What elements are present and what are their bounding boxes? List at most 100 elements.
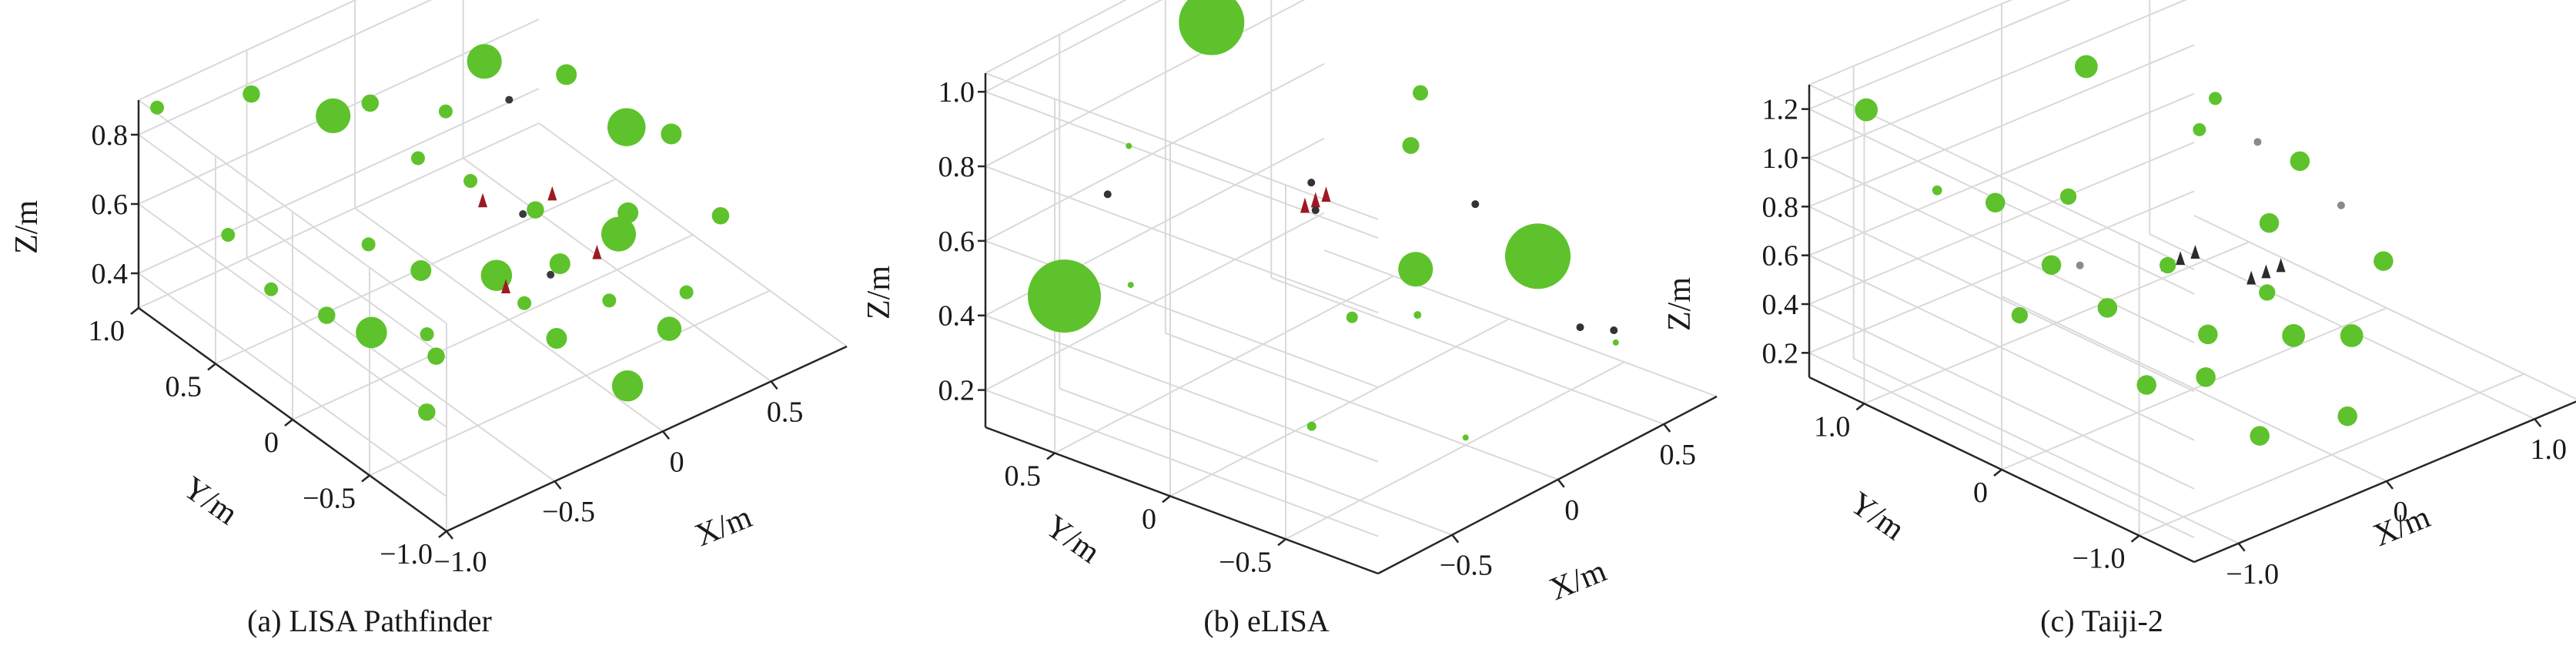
small-marker xyxy=(547,270,555,279)
sphere-marker xyxy=(2193,122,2206,136)
sphere-marker xyxy=(711,206,730,225)
panel-caption: (c) Taiji-2 xyxy=(2040,604,2163,638)
x-tick xyxy=(2534,418,2542,428)
sphere-marker xyxy=(617,202,639,223)
small-marker xyxy=(1103,190,1112,199)
wall-grid-line xyxy=(1808,352,2195,539)
sphere-marker xyxy=(1126,142,1132,149)
y-tick xyxy=(1046,452,1055,460)
y-tick xyxy=(1993,469,2002,477)
sphere-marker xyxy=(1462,434,1469,441)
x-tick-label: 1.0 xyxy=(2531,433,2568,466)
sphere-marker xyxy=(2290,151,2310,172)
spacecraft-marker xyxy=(478,192,488,208)
sphere-marker xyxy=(661,123,682,145)
sphere-marker xyxy=(361,237,376,252)
wall-grid-line xyxy=(138,273,447,497)
axis-lines xyxy=(1802,85,2576,564)
axis-lines xyxy=(130,100,848,540)
sphere-marker xyxy=(556,64,577,85)
wall-grid-line xyxy=(985,0,1306,167)
x-tick-label: −1.0 xyxy=(2226,558,2279,590)
sphere-marker xyxy=(2340,324,2364,347)
tick-labels: −1.0 −0.5 0 0.5 −1.0 −0.5 0 0.5 1.0 0.4 0.6 0.8 xyxy=(89,119,804,578)
x-tick xyxy=(554,480,562,490)
sphere-marker xyxy=(2198,324,2218,345)
y-axis-line xyxy=(985,426,1379,575)
sphere-marker xyxy=(2282,324,2305,347)
axis-lines xyxy=(978,73,1718,575)
floor-grid-line xyxy=(369,289,771,477)
z-tick-label: 1.0 xyxy=(938,76,975,109)
y-tick xyxy=(361,474,370,483)
y-tick-label: 0.5 xyxy=(166,371,202,403)
panel-lisa-pathfinder: −1.0 −0.5 0 0.5 −1.0 −0.5 0 0.5 1.0 0.4 0.6 0.8 X/m… xyxy=(9,0,848,638)
floor-grid-line xyxy=(2001,307,2387,470)
spacecraft-marker xyxy=(2246,270,2257,285)
sphere-marker xyxy=(549,253,570,275)
z-tick-label: 0.6 xyxy=(1762,240,1799,273)
wall-grid-line xyxy=(1808,92,2195,256)
sphere-marker xyxy=(410,259,432,281)
grid-lines xyxy=(985,0,1718,540)
sphere-marker xyxy=(2159,256,2176,274)
sphere-marker xyxy=(2075,55,2098,79)
sphere-marker xyxy=(1306,421,1316,431)
wall-grid-line xyxy=(985,91,1379,239)
y-tick-label: −1.0 xyxy=(380,538,433,570)
wall-grid-line xyxy=(1808,190,2195,354)
x-tick-label: 0.5 xyxy=(1660,439,1697,471)
floor-grid-line xyxy=(1270,277,1664,425)
pane-edge xyxy=(1323,249,1718,397)
y-axis-label: Y/m xyxy=(1039,509,1106,571)
wall-grid-line xyxy=(1808,142,2195,305)
wall-grid-line xyxy=(138,0,433,135)
y-tick xyxy=(1855,403,1865,411)
small-marker xyxy=(505,95,514,104)
spacecraft-marker xyxy=(2190,245,2200,259)
wall-grid-line xyxy=(1808,157,2195,343)
small-marker xyxy=(2253,138,2262,146)
x-tick xyxy=(770,380,778,390)
data-markers xyxy=(1028,0,1619,441)
pane-edge xyxy=(138,99,447,324)
sphere-marker xyxy=(517,296,532,310)
z-tick-label: 0.4 xyxy=(1762,289,1799,321)
y-tick xyxy=(207,363,216,371)
sphere-marker xyxy=(2041,255,2062,275)
floor-grid-line xyxy=(1059,387,1453,536)
panel-taiji-2: −1.0 0 1.0 −1.0 0 1.0 0.2 0.4 0.6 0.8 1.0 1.2 X/m Y… xyxy=(1662,0,2576,638)
sphere-marker xyxy=(1612,339,1619,346)
wall-grid-line xyxy=(1808,206,2195,393)
floor-grid-line xyxy=(1165,332,1559,480)
sphere-marker xyxy=(264,282,279,296)
small-marker xyxy=(1471,200,1480,209)
x-axis-line xyxy=(1377,395,1718,575)
x-axis-label: X/m xyxy=(1545,554,1612,608)
sphere-marker xyxy=(1346,311,1358,323)
sphere-marker xyxy=(1986,192,2006,212)
floor-grid-line xyxy=(1285,361,1625,540)
wall-grid-line xyxy=(985,314,1379,463)
z-tick-label: 0.6 xyxy=(92,189,129,221)
sphere-marker xyxy=(463,174,478,189)
x-tick-label: 0.5 xyxy=(767,396,804,428)
x-tick-label: −0.5 xyxy=(542,496,595,528)
y-tick xyxy=(130,307,139,315)
sphere-marker xyxy=(2259,212,2280,233)
x-tick xyxy=(1451,534,1460,544)
y-tick-label: 0 xyxy=(1142,503,1156,535)
sphere-marker xyxy=(420,327,434,342)
small-marker xyxy=(1576,323,1584,332)
panel-caption: (b) eLISA xyxy=(1203,604,1329,638)
sphere-marker xyxy=(607,108,646,146)
sphere-marker xyxy=(316,98,351,133)
sphere-marker xyxy=(2208,92,2222,105)
spacecraft-marker xyxy=(1300,197,1310,213)
spacecraft-marker xyxy=(501,279,511,294)
z-axis-label: Z/m xyxy=(861,266,897,319)
y-axis-label: Y/m xyxy=(1843,486,1911,548)
wall-grid-line xyxy=(985,212,1325,391)
y-tick-label: 1.0 xyxy=(89,315,125,347)
z-tick-label: 0.4 xyxy=(92,258,129,290)
